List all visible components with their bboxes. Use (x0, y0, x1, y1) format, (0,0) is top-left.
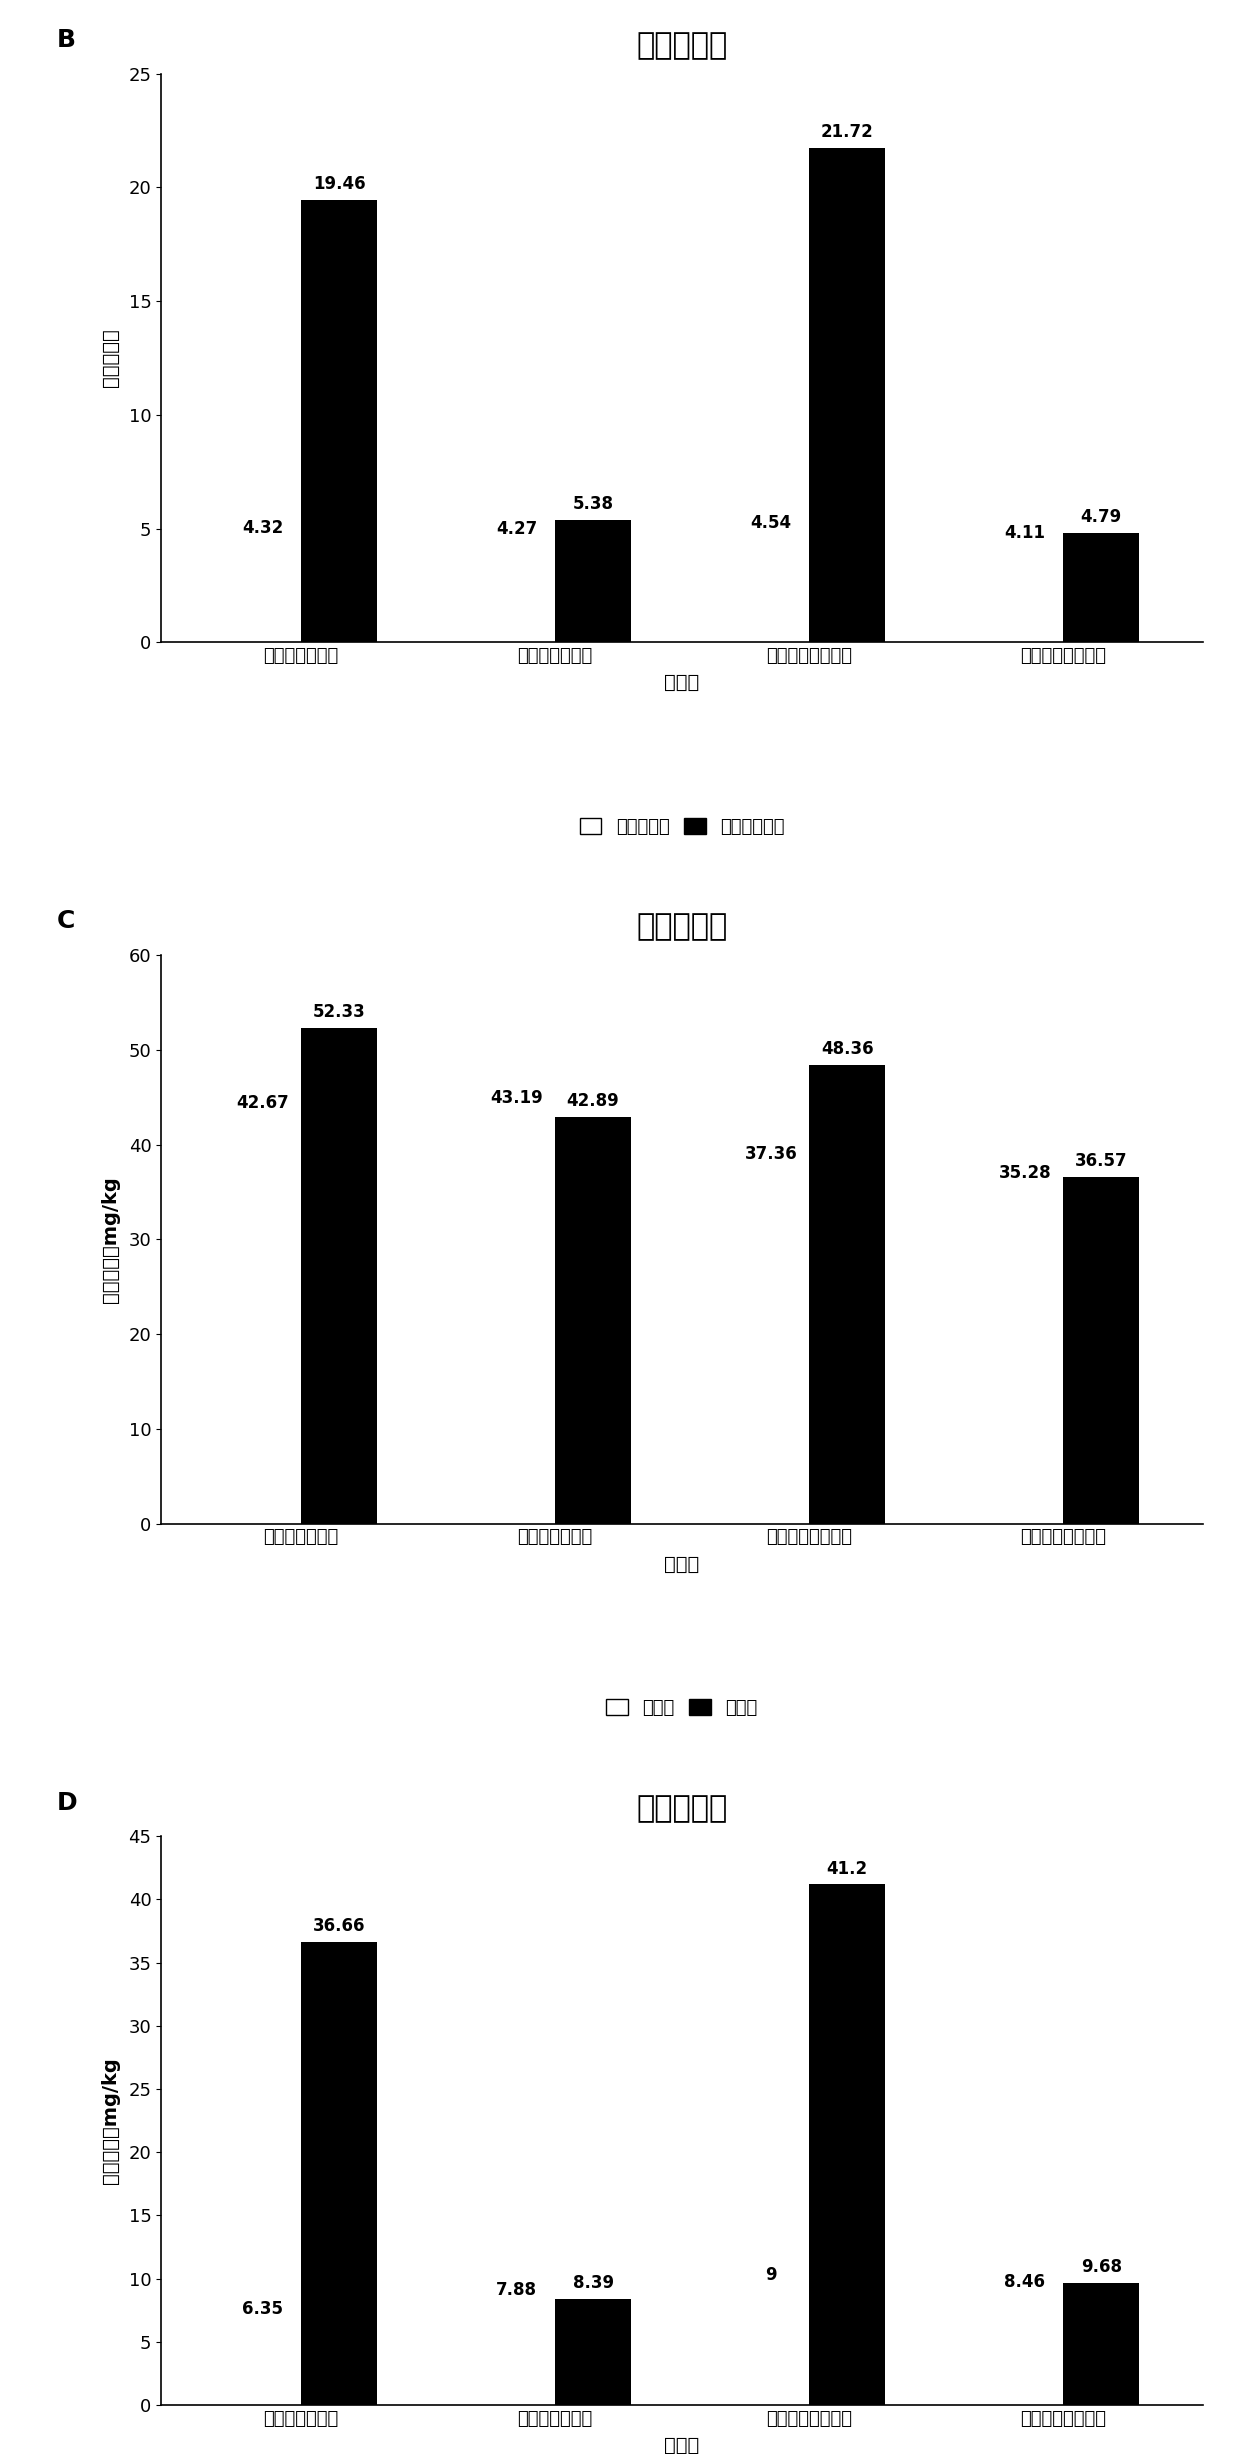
Text: 9.68: 9.68 (1081, 2258, 1122, 2275)
Y-axis label: 碱解氮含量mg/kg: 碱解氮含量mg/kg (102, 1175, 120, 1303)
Bar (224, 2324, 301, 2405)
Bar (556, 1117, 631, 1524)
Title: 有机质变化: 有机质变化 (636, 32, 728, 61)
Text: 35.28: 35.28 (998, 1163, 1052, 1183)
Bar (733, 2292, 808, 2405)
Text: 52.33: 52.33 (312, 1004, 366, 1021)
Bar (987, 2297, 1063, 2405)
Legend: 初始値, 使用后: 初始値, 使用后 (599, 1691, 765, 1725)
Text: 36.66: 36.66 (312, 1917, 366, 1934)
Text: B: B (57, 27, 76, 52)
Bar (1063, 1178, 1140, 1524)
Text: 4.27: 4.27 (496, 520, 537, 537)
Text: 4.54: 4.54 (750, 515, 791, 533)
Bar (808, 1885, 885, 2405)
Text: 6.35: 6.35 (242, 2299, 283, 2319)
Bar (479, 2304, 556, 2405)
Text: 8.39: 8.39 (573, 2275, 614, 2292)
Text: 5.38: 5.38 (573, 496, 614, 513)
Text: 9: 9 (765, 2267, 776, 2285)
Text: 37.36: 37.36 (744, 1144, 797, 1163)
X-axis label: 处理组: 处理组 (665, 672, 699, 692)
Bar (301, 199, 377, 643)
Text: 43.19: 43.19 (491, 1090, 543, 1107)
Text: D: D (57, 1791, 78, 1816)
X-axis label: 处理组: 处理组 (665, 1556, 699, 1573)
Text: 19.46: 19.46 (312, 174, 366, 194)
Text: 48.36: 48.36 (821, 1040, 873, 1058)
Bar (733, 540, 808, 643)
Title: 碱解氮变化: 碱解氮变化 (636, 913, 728, 942)
Bar (556, 2299, 631, 2405)
Bar (808, 147, 885, 643)
Text: 4.79: 4.79 (1080, 508, 1122, 528)
Bar (733, 1171, 808, 1524)
Legend: 初始有机质, 使用后有机质: 初始有机质, 使用后有机质 (573, 810, 791, 844)
Text: 8.46: 8.46 (1004, 2272, 1045, 2292)
Text: C: C (57, 910, 76, 933)
Bar (808, 1065, 885, 1524)
Text: 4.32: 4.32 (242, 520, 284, 537)
Y-axis label: 有机质含量: 有机质含量 (102, 329, 120, 388)
Text: 41.2: 41.2 (827, 1860, 868, 1877)
Bar (301, 1028, 377, 1524)
Text: 42.89: 42.89 (567, 1092, 620, 1109)
Text: 4.11: 4.11 (1004, 523, 1045, 542)
Text: 42.67: 42.67 (237, 1094, 289, 1112)
Bar (479, 545, 556, 643)
Bar (987, 550, 1063, 643)
Text: 36.57: 36.57 (1075, 1153, 1127, 1171)
Bar (479, 1114, 556, 1524)
Bar (301, 1941, 377, 2405)
Y-axis label: 速效磷含量mg/kg: 速效磷含量mg/kg (102, 2056, 120, 2184)
Bar (1063, 2282, 1140, 2405)
Title: 速效磷变化: 速效磷变化 (636, 1794, 728, 1823)
Bar (987, 1190, 1063, 1524)
Bar (224, 545, 301, 643)
Text: 7.88: 7.88 (496, 2280, 537, 2299)
Text: 21.72: 21.72 (821, 123, 873, 142)
X-axis label: 处理组: 处理组 (665, 2437, 699, 2454)
Bar (224, 1119, 301, 1524)
Bar (1063, 533, 1140, 643)
Bar (556, 520, 631, 643)
